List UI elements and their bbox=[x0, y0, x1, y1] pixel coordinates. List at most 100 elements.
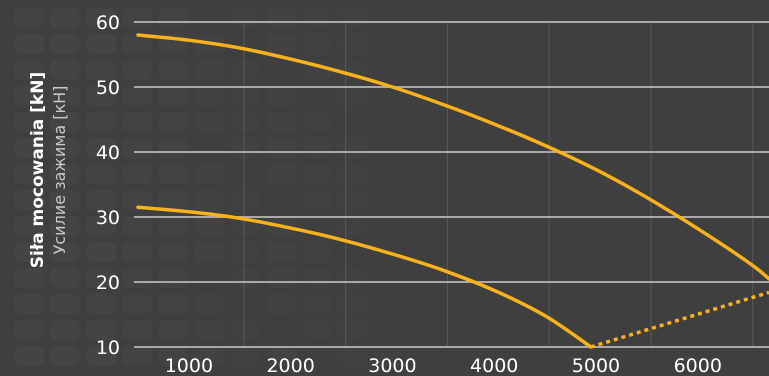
pattern-tile bbox=[338, 294, 368, 314]
pattern-tile bbox=[158, 86, 188, 106]
pattern-tile bbox=[230, 112, 260, 132]
pattern-tile bbox=[14, 346, 44, 366]
pattern-tile bbox=[230, 320, 260, 340]
pattern-tile bbox=[50, 8, 80, 28]
pattern-tile bbox=[194, 294, 224, 314]
pattern-tile bbox=[122, 138, 152, 158]
pattern-tile bbox=[194, 60, 224, 80]
pattern-tile bbox=[302, 34, 332, 54]
pattern-tile bbox=[50, 60, 80, 80]
pattern-tile bbox=[122, 242, 152, 262]
pattern-tile bbox=[86, 112, 116, 132]
x-tick-label: 2000 bbox=[266, 355, 314, 376]
pattern-tile bbox=[158, 138, 188, 158]
horizontal-gridlines bbox=[134, 22, 769, 347]
pattern-tile bbox=[230, 190, 260, 210]
pattern-tile bbox=[158, 216, 188, 236]
pattern-tile bbox=[338, 34, 368, 54]
pattern-tile bbox=[194, 216, 224, 236]
series-layer bbox=[138, 35, 769, 347]
pattern-tile bbox=[50, 320, 80, 340]
pattern-tile bbox=[266, 86, 296, 106]
pattern-tile bbox=[158, 294, 188, 314]
x-tick-label: 1000 bbox=[165, 355, 213, 376]
pattern-tile bbox=[158, 190, 188, 210]
pattern-tile bbox=[86, 164, 116, 184]
x-tick-label: 3000 bbox=[368, 355, 416, 376]
pattern-tile bbox=[266, 34, 296, 54]
pattern-tile bbox=[194, 86, 224, 106]
pattern-tile bbox=[230, 268, 260, 288]
pattern-tile bbox=[338, 8, 368, 28]
pattern-tile bbox=[374, 34, 404, 54]
pattern-tile bbox=[266, 8, 296, 28]
x-tick-label: 4000 bbox=[470, 355, 518, 376]
y-tick-label: 10 bbox=[96, 337, 120, 359]
pattern-tile bbox=[338, 138, 368, 158]
pattern-tile bbox=[194, 190, 224, 210]
pattern-tile bbox=[14, 8, 44, 28]
x-tick-label: 6000 bbox=[674, 355, 722, 376]
pattern-tile bbox=[14, 294, 44, 314]
pattern-tile bbox=[302, 190, 332, 210]
y-axis-label: Siła mocowania [kN] bbox=[28, 72, 48, 269]
pattern-tile bbox=[158, 164, 188, 184]
pattern-tile bbox=[230, 242, 260, 262]
pattern-tile bbox=[86, 242, 116, 262]
pattern-tile bbox=[194, 320, 224, 340]
pattern-tile bbox=[338, 268, 368, 288]
series-line-3 bbox=[591, 292, 769, 347]
y-tick-label: 60 bbox=[96, 12, 120, 34]
pattern-tile bbox=[158, 320, 188, 340]
pattern-tile bbox=[122, 112, 152, 132]
pattern-tile bbox=[14, 34, 44, 54]
pattern-tile bbox=[374, 216, 404, 236]
pattern-tile bbox=[194, 164, 224, 184]
pattern-tile bbox=[338, 190, 368, 210]
y-axis-label-secondary: Усилие зажима [кН] bbox=[50, 86, 69, 255]
pattern-tile bbox=[266, 242, 296, 262]
pattern-tile bbox=[158, 112, 188, 132]
pattern-tile bbox=[86, 294, 116, 314]
pattern-tile bbox=[338, 164, 368, 184]
pattern-tile bbox=[230, 346, 260, 366]
x-tick-label: 5000 bbox=[572, 355, 620, 376]
pattern-tile bbox=[230, 60, 260, 80]
pattern-tile bbox=[230, 86, 260, 106]
pattern-tile bbox=[14, 320, 44, 340]
pattern-tile bbox=[374, 320, 404, 340]
pattern-tile bbox=[338, 320, 368, 340]
pattern-tile bbox=[230, 8, 260, 28]
pattern-tile bbox=[302, 112, 332, 132]
pattern-tile bbox=[122, 294, 152, 314]
pattern-tile bbox=[158, 268, 188, 288]
pattern-tile bbox=[338, 216, 368, 236]
pattern-tile bbox=[14, 268, 44, 288]
pattern-tile bbox=[230, 138, 260, 158]
pattern-tile bbox=[266, 112, 296, 132]
pattern-tile bbox=[158, 8, 188, 28]
pattern-tile bbox=[302, 242, 332, 262]
pattern-tile bbox=[122, 268, 152, 288]
pattern-tile bbox=[158, 60, 188, 80]
pattern-tile bbox=[302, 294, 332, 314]
pattern-tile bbox=[50, 346, 80, 366]
pattern-tile bbox=[122, 60, 152, 80]
y-tick-label: 40 bbox=[96, 142, 120, 164]
pattern-tile bbox=[50, 294, 80, 314]
pattern-tile bbox=[158, 242, 188, 262]
pattern-tile bbox=[122, 216, 152, 236]
y-tick-label: 30 bbox=[96, 207, 120, 229]
pattern-tile bbox=[374, 164, 404, 184]
pattern-tile bbox=[374, 190, 404, 210]
pattern-tile bbox=[122, 164, 152, 184]
pattern-tile bbox=[50, 268, 80, 288]
pattern-tile bbox=[302, 268, 332, 288]
pattern-tile bbox=[302, 164, 332, 184]
pattern-tile bbox=[266, 294, 296, 314]
pattern-tile bbox=[374, 112, 404, 132]
pattern-tile bbox=[194, 112, 224, 132]
pattern-tile bbox=[122, 320, 152, 340]
